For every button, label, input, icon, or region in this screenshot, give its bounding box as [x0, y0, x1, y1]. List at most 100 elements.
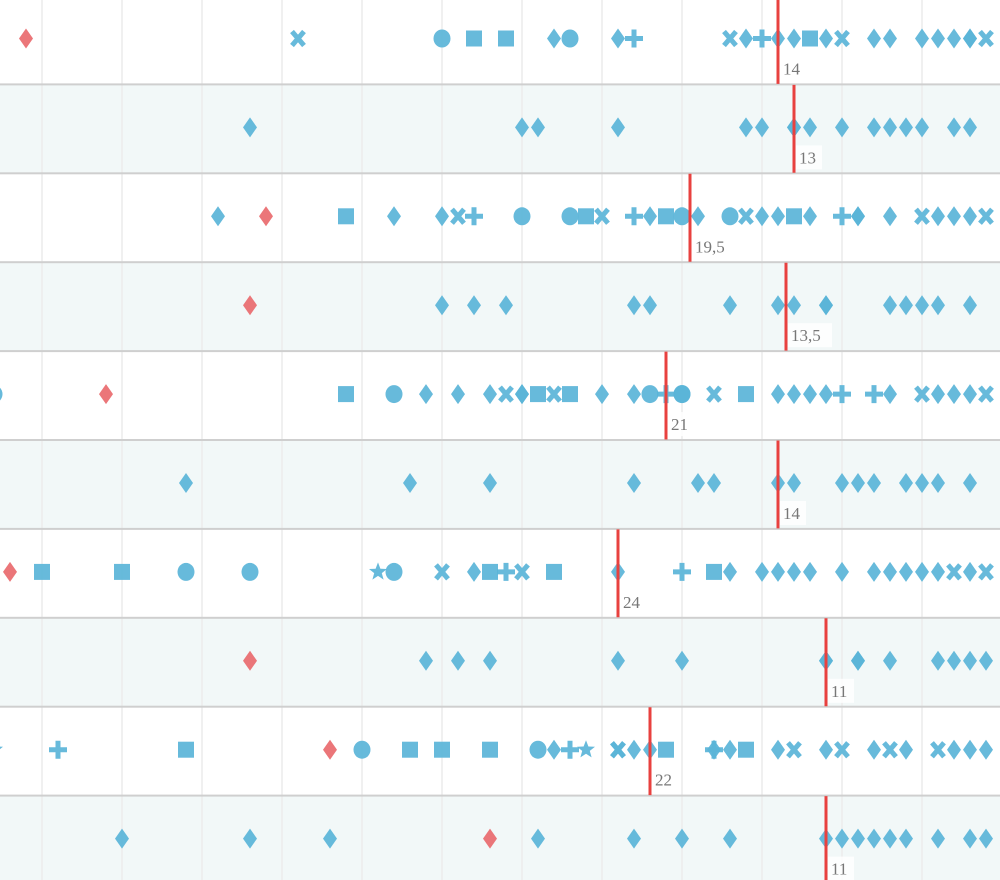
- diamond-point: [835, 473, 849, 493]
- x-point: [514, 563, 530, 581]
- plus-point: [465, 207, 483, 226]
- diamond-point: [819, 28, 833, 49]
- diamond-point: [627, 828, 641, 849]
- diamond-point: [803, 561, 817, 582]
- circle-point: [641, 385, 659, 404]
- diamond-point: [435, 295, 449, 316]
- circle-point: [385, 385, 403, 404]
- diamond-point: [963, 739, 977, 760]
- diamond-point: [627, 384, 641, 405]
- diamond-point: [755, 561, 769, 582]
- star-point: [577, 740, 595, 758]
- diamond-point: [435, 206, 449, 227]
- diamond-point: [867, 828, 881, 849]
- diamond-point: [451, 384, 465, 405]
- x-point: [706, 385, 722, 403]
- diamond-point: [595, 384, 609, 405]
- x-point: [738, 207, 754, 225]
- circle-point: [177, 562, 195, 581]
- diamond-point: [739, 28, 753, 49]
- median-label: 13: [799, 148, 816, 167]
- diamond-point: [867, 739, 881, 760]
- diamond-point: [643, 206, 657, 227]
- circle-point: [0, 387, 3, 401]
- row-background: [0, 706, 1000, 796]
- star-point: [369, 562, 387, 580]
- circle-point: [673, 385, 691, 404]
- x-point: [914, 385, 930, 403]
- diamond-point: [931, 384, 945, 405]
- diamond-point: [819, 295, 833, 316]
- diamond-point: [115, 828, 129, 849]
- square-point: [706, 563, 722, 580]
- row-10-points: [115, 828, 993, 849]
- x-point: [722, 29, 738, 48]
- diamond-point: [899, 561, 913, 582]
- x-point: [434, 563, 450, 581]
- diamond-point: [707, 473, 721, 493]
- diamond-point: [963, 117, 977, 138]
- circle-point: [561, 29, 579, 48]
- diamond-point: [899, 473, 913, 493]
- diamond-point: [211, 206, 225, 227]
- median-marker: 22: [648, 707, 678, 796]
- square-point: [786, 208, 802, 225]
- diamond-point: [611, 28, 625, 49]
- square-point: [482, 741, 498, 758]
- diamond-point: [963, 473, 977, 493]
- diamond-point: [787, 473, 801, 493]
- diamond-point: [691, 473, 705, 493]
- diamond-point: [883, 28, 897, 49]
- diamond-point: [963, 28, 977, 49]
- row-2-points: [243, 117, 977, 138]
- diamond-point: [771, 384, 785, 405]
- plus-point: [561, 740, 579, 759]
- diamond-point: [883, 828, 897, 849]
- median-marker: 13: [792, 84, 822, 173]
- diamond-point: [611, 650, 625, 671]
- diamond-point: [403, 473, 417, 493]
- x-point: [546, 385, 562, 403]
- x-point: [946, 563, 962, 581]
- square-point: [114, 563, 130, 580]
- x-point: [978, 207, 994, 225]
- median-marker: 14: [776, 440, 806, 529]
- circle-point: [561, 207, 579, 226]
- diamond-point: [947, 739, 961, 760]
- diamond-point: [819, 739, 833, 760]
- diamond-point: [835, 561, 849, 582]
- row-divider: [0, 527, 1000, 530]
- diamond-point: [931, 650, 945, 671]
- diamond-point: [771, 739, 785, 760]
- row-divider: [0, 616, 1000, 619]
- row-9-points: [0, 739, 993, 760]
- median-markers: 14 13 19,5 13,5 21 14 24 11 22 11: [616, 0, 854, 880]
- median-label-background: [652, 767, 678, 792]
- diamond-point: [931, 206, 945, 227]
- plus-point: [673, 562, 691, 581]
- diamond-point: [243, 828, 257, 849]
- median-marker: 19,5: [688, 173, 736, 262]
- diamond-point: [675, 828, 689, 849]
- diamond-point: [611, 117, 625, 138]
- diamond-point: [963, 650, 977, 671]
- median-label-background: [668, 412, 694, 437]
- square-point: [802, 30, 818, 47]
- diamond-point: [739, 117, 753, 138]
- diamond-point: [931, 473, 945, 493]
- diamond-point: [867, 561, 881, 582]
- x-point: [978, 29, 994, 48]
- x-point: [834, 741, 850, 759]
- circle-point: [385, 562, 403, 581]
- square-point: [738, 386, 754, 403]
- diamond-point: [947, 117, 961, 138]
- circle-point: [673, 207, 691, 226]
- diamond-point: [723, 561, 737, 582]
- row-5-points: [0, 384, 994, 405]
- diamond-point: [723, 295, 737, 316]
- diamond-point: [963, 384, 977, 405]
- square-point: [34, 563, 50, 580]
- diamond-point: [867, 117, 881, 138]
